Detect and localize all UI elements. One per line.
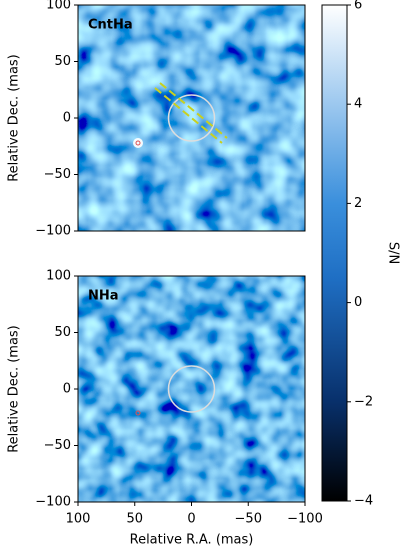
colorbar-label: S/N (386, 242, 401, 264)
x-tick-label: −50 (235, 512, 262, 527)
companion-marker (135, 140, 141, 146)
colorbar-tick-label: 4 (354, 97, 362, 112)
panel-label: CntHa (88, 18, 133, 33)
x-tick-label: 50 (126, 512, 143, 527)
colorbar-tick-label: −2 (354, 394, 373, 409)
colorbar-tick-label: 2 (354, 196, 362, 211)
y-tick-label: 100 (46, 0, 71, 13)
bright-spot (133, 138, 143, 148)
x-tick-label: −100 (287, 512, 323, 527)
x-tick-label: 0 (187, 512, 195, 527)
colorbar-tick-label: 6 (354, 0, 362, 13)
y-tick-label: −50 (44, 438, 71, 453)
y-tick-label: 0 (63, 111, 71, 126)
y-tick-label: 0 (63, 382, 71, 397)
panel-label: NHa (88, 289, 119, 304)
dashed-line (154, 87, 223, 144)
image-panel (78, 276, 305, 502)
y-tick-label: 50 (54, 54, 71, 69)
x-axis-label: Relative R.A. (mas) (130, 533, 254, 548)
y-tick-label: 50 (54, 325, 71, 340)
colorbar (322, 5, 347, 501)
colorbar-tick-label: 0 (354, 295, 362, 310)
x-tick-label: 100 (66, 512, 91, 527)
dashed-line (159, 82, 228, 139)
y-tick-label: −100 (35, 495, 71, 510)
y-tick-label: 100 (46, 269, 71, 284)
y-tick-label: −100 (35, 224, 71, 239)
y-axis-label: Relative Dec. (mas) (7, 54, 22, 182)
circle-marker (167, 94, 216, 142)
y-axis-label: Relative Dec. (mas) (7, 325, 22, 453)
companion-marker (135, 410, 141, 416)
image-panel (78, 5, 305, 231)
colorbar-tick-label: −4 (354, 494, 373, 509)
circle-marker (167, 365, 216, 413)
colorbar-frame (321, 4, 348, 502)
y-tick-label: −50 (44, 167, 71, 182)
